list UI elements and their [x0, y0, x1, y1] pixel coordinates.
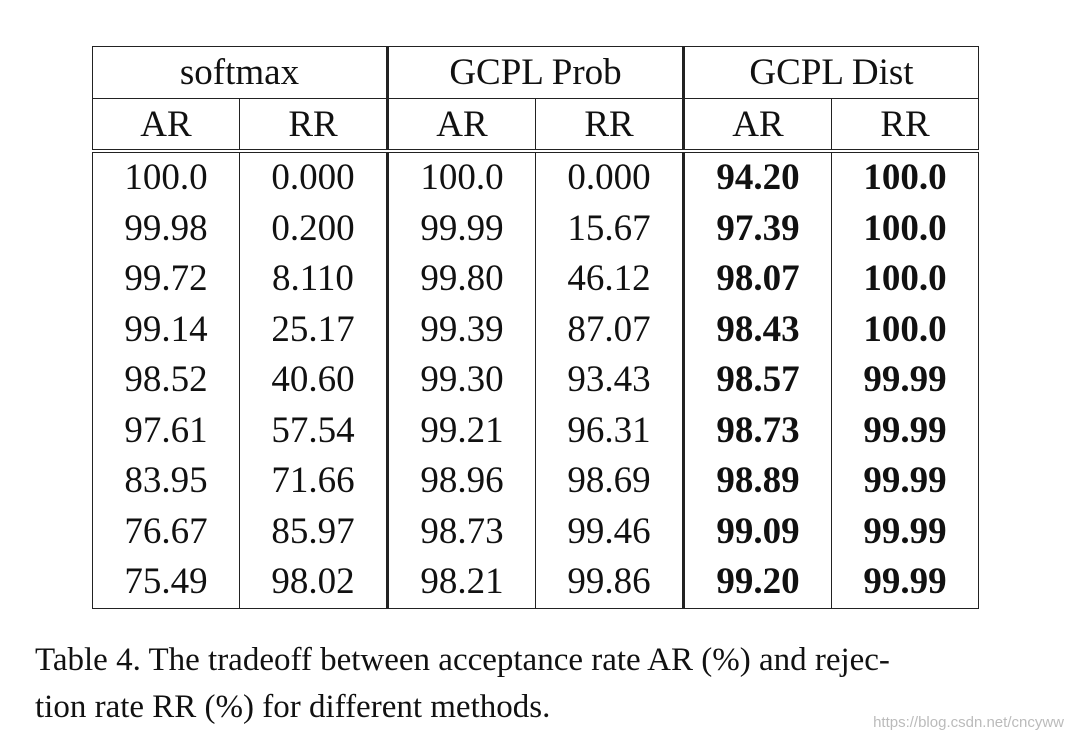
table-cell: 100.0: [831, 304, 979, 355]
table-cell: 8.110: [239, 254, 388, 305]
table-row: AR RR AR RR AR RR: [92, 98, 979, 153]
table-cell: 98.96: [386, 456, 536, 507]
table-row: 99.72 8.110 99.80 46.12 98.07 100.0: [92, 254, 979, 305]
table-cell: 99.46: [535, 506, 684, 557]
table-cell: 98.73: [386, 506, 536, 557]
table-cell: 99.80: [386, 254, 536, 305]
table-cell: 85.97: [239, 506, 388, 557]
table-cell: 15.67: [535, 203, 684, 254]
table-cell: 76.67: [92, 506, 240, 557]
caption-line: Table 4. The tradeoff between acceptance…: [35, 642, 890, 678]
table-cell: 98.69: [535, 456, 684, 507]
table-cell: 100.0: [831, 151, 979, 204]
table-cell: 98.43: [682, 304, 832, 355]
column-header: AR: [386, 98, 536, 153]
table-cell: 87.07: [535, 304, 684, 355]
table-cell: 97.61: [92, 405, 240, 456]
table-cell: 96.31: [535, 405, 684, 456]
column-header: AR: [92, 98, 240, 153]
table-cell: 93.43: [535, 355, 684, 406]
table-cell: 98.02: [239, 557, 388, 609]
table-cell: 99.39: [386, 304, 536, 355]
column-header: RR: [239, 98, 388, 153]
table-cell: 0.000: [239, 151, 388, 204]
table-cell: 99.86: [535, 557, 684, 609]
table-cell: 99.99: [831, 456, 979, 507]
table-cell: 25.17: [239, 304, 388, 355]
table-cell: 99.72: [92, 254, 240, 305]
column-header: AR: [682, 98, 832, 153]
table-cell: 57.54: [239, 405, 388, 456]
table-cell: 99.09: [682, 506, 832, 557]
table-cell: 98.73: [682, 405, 832, 456]
table-cell: 99.20: [682, 557, 832, 609]
watermark: https://blog.csdn.net/cncyww: [873, 714, 1064, 731]
table-row: 99.98 0.200 99.99 15.67 97.39 100.0: [92, 203, 979, 254]
table-cell: 98.52: [92, 355, 240, 406]
column-header: RR: [831, 98, 979, 153]
table-row: 100.0 0.000 100.0 0.000 94.20 100.0: [92, 151, 979, 204]
table-cell: 98.07: [682, 254, 832, 305]
table-cell: 99.21: [386, 405, 536, 456]
table-cell: 71.66: [239, 456, 388, 507]
table-cell: 94.20: [682, 151, 832, 204]
table-row: softmax GCPL Prob GCPL Dist: [92, 46, 979, 99]
table-row: 76.67 85.97 98.73 99.46 99.09 99.99: [92, 506, 979, 557]
table-row: 97.61 57.54 99.21 96.31 98.73 99.99: [92, 405, 979, 456]
table-cell: 98.89: [682, 456, 832, 507]
table-cell: 0.200: [239, 203, 388, 254]
table-cell: 100.0: [831, 203, 979, 254]
group-header: softmax: [92, 46, 388, 99]
table-cell: 83.95: [92, 456, 240, 507]
table-row: 75.49 98.02 98.21 99.86 99.20 99.99: [92, 557, 979, 609]
group-header: GCPL Dist: [682, 46, 979, 99]
table-cell: 99.99: [831, 557, 979, 609]
table-cell: 40.60: [239, 355, 388, 406]
table-cell: 100.0: [386, 151, 536, 204]
table-row: 98.52 40.60 99.30 93.43 98.57 99.99: [92, 355, 979, 406]
table-cell: 98.21: [386, 557, 536, 609]
table-cell: 99.99: [386, 203, 536, 254]
table-row: 99.14 25.17 99.39 87.07 98.43 100.0: [92, 304, 979, 355]
table-cell: 99.14: [92, 304, 240, 355]
table-cell: 99.98: [92, 203, 240, 254]
caption-line: tion rate RR (%) for different methods.: [35, 689, 551, 725]
table-row: 83.95 71.66 98.96 98.69 98.89 99.99: [92, 456, 979, 507]
table-cell: 99.30: [386, 355, 536, 406]
table-cell: 75.49: [92, 557, 240, 609]
table-cell: 99.99: [831, 355, 979, 406]
table-cell: 97.39: [682, 203, 832, 254]
table-cell: 46.12: [535, 254, 684, 305]
table-cell: 100.0: [831, 254, 979, 305]
table-cell: 98.57: [682, 355, 832, 406]
table-cell: 99.99: [831, 506, 979, 557]
table-cell: 99.99: [831, 405, 979, 456]
column-header: RR: [535, 98, 684, 153]
table-cell: 100.0: [92, 151, 240, 204]
table-cell: 0.000: [535, 151, 684, 204]
group-header: GCPL Prob: [386, 46, 684, 99]
results-table: softmax GCPL Prob GCPL Dist AR RR AR RR AR RR 100…: [92, 46, 979, 609]
